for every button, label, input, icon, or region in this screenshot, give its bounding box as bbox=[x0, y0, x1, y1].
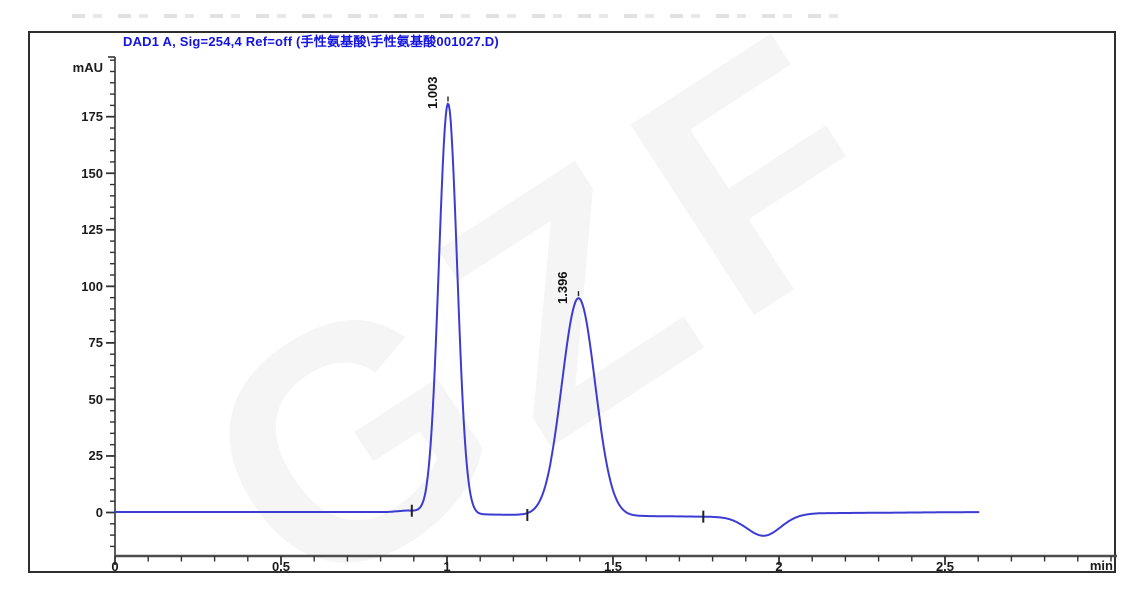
y-tick-label: 0 bbox=[95, 505, 103, 520]
y-tick-label: 100 bbox=[81, 278, 103, 294]
y-tick-label: 75 bbox=[88, 335, 103, 351]
y-axis-unit-label: mAU bbox=[72, 60, 103, 75]
y-tick-label: 125 bbox=[81, 222, 103, 238]
x-tick-label: 1 bbox=[443, 559, 451, 574]
x-axis-unit-label: min bbox=[1089, 558, 1113, 573]
signal-trace bbox=[114, 102, 980, 537]
y-tick-label: 50 bbox=[88, 391, 103, 407]
x-tick-label: 2.5 bbox=[935, 559, 955, 574]
plot-frame bbox=[28, 31, 1116, 573]
x-tick-label: 2 bbox=[775, 559, 783, 574]
y-tick-label: 150 bbox=[81, 165, 103, 181]
y-tick-label: 175 bbox=[81, 109, 103, 125]
x-tick-label: 1.5 bbox=[603, 559, 623, 574]
x-tick-label: 0.5 bbox=[271, 559, 291, 574]
peak-retention-time-label: 1.003 bbox=[424, 76, 440, 110]
signal-title: DAD1 A, Sig=254,4 Ref=off (手性氨基酸\手性氨基酸00… bbox=[123, 34, 499, 49]
x-tick-label: 0 bbox=[111, 559, 119, 574]
y-tick-label: 25 bbox=[88, 448, 103, 464]
peak-retention-time-label: 1.396 bbox=[555, 271, 571, 305]
cropped-text-remnant bbox=[72, 14, 842, 18]
